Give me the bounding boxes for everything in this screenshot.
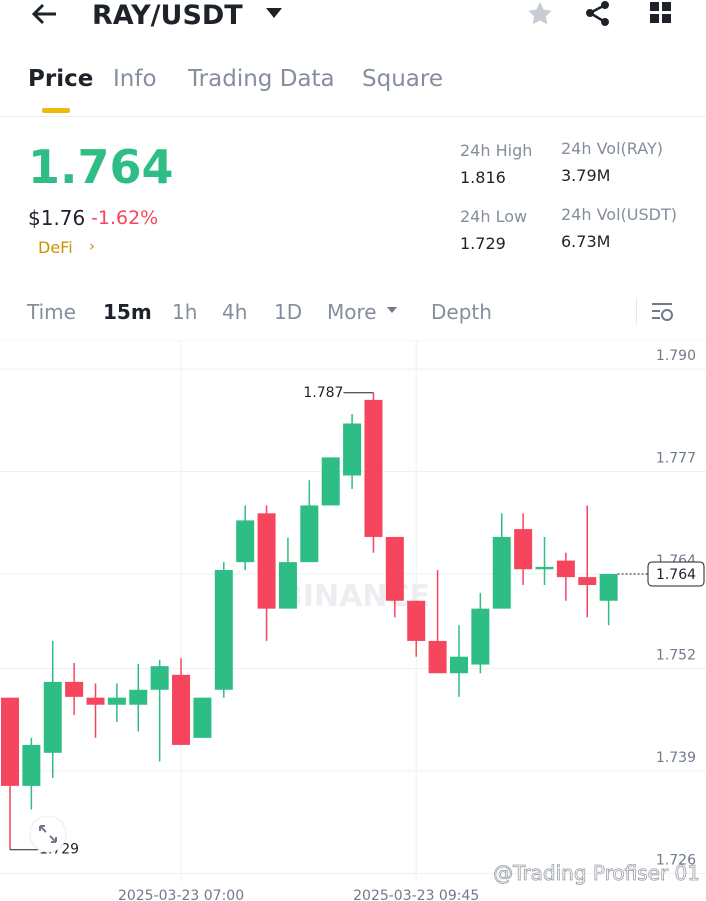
tab[interactable]: Square <box>362 66 443 92</box>
sector-tag[interactable]: DeFi <box>38 238 73 257</box>
stat-label: 24h Vol(RAY) <box>561 139 663 158</box>
x-tick-label: 2025-03-23 07:00 <box>118 888 244 901</box>
candle-body <box>300 505 319 563</box>
y-tick-label: 1.790 <box>656 348 696 364</box>
interval[interactable]: 4h <box>222 300 248 324</box>
interval[interactable]: Depth <box>431 300 492 324</box>
candle-body <box>150 666 169 690</box>
candle-body <box>236 520 255 563</box>
price-change: -1.62% <box>91 207 159 229</box>
candle-body <box>364 399 383 537</box>
candle-body <box>214 570 233 690</box>
candle-body <box>343 423 362 476</box>
candle-body <box>65 681 84 697</box>
interval[interactable]: 1h <box>172 300 198 324</box>
candle-body <box>492 536 511 609</box>
y-tick-label: 1.726 <box>656 852 696 868</box>
stat-value: 1.816 <box>460 168 506 187</box>
interval[interactable]: 1D <box>274 300 303 324</box>
y-tick-label: 1.752 <box>656 648 696 664</box>
stat-value: 3.79M <box>561 166 611 185</box>
fullscreen-button[interactable] <box>28 814 68 854</box>
last-price-box <box>647 561 705 587</box>
last-price: 1.764 <box>28 140 174 194</box>
interval[interactable]: Time <box>27 300 76 324</box>
chart-settings[interactable] <box>650 300 676 322</box>
candle-body <box>193 697 212 738</box>
tab[interactable]: Price <box>28 66 94 92</box>
candle-body <box>86 697 105 705</box>
candle-body <box>107 697 126 705</box>
pair-dropdown[interactable] <box>264 6 284 20</box>
y-tick-label: 1.777 <box>656 451 696 467</box>
candle-body <box>321 457 340 506</box>
candle-body <box>599 573 618 601</box>
more-caret <box>387 307 397 313</box>
candle-body <box>428 640 447 674</box>
candle-body <box>129 689 148 705</box>
sector-arrow[interactable]: › <box>89 237 95 255</box>
watermark: BINANCE <box>280 579 430 614</box>
candle-body <box>43 681 62 753</box>
candle-body <box>22 744 41 786</box>
candle-body <box>449 656 468 674</box>
candle-body <box>278 562 297 609</box>
candle-body <box>556 560 575 578</box>
candle-body <box>535 566 554 570</box>
candle-body <box>514 529 533 570</box>
usd-price: $1.76 <box>28 206 86 230</box>
candle-body <box>407 600 426 641</box>
back-button[interactable] <box>30 2 60 26</box>
interval[interactable]: 15m <box>103 300 152 324</box>
divider <box>636 298 637 324</box>
divider <box>0 116 706 117</box>
y-tick-label: 1.739 <box>656 750 696 766</box>
tab-indicator <box>42 108 70 113</box>
candle-body <box>471 608 490 665</box>
menu-button[interactable] <box>648 0 674 26</box>
tab[interactable]: Trading Data <box>188 66 335 92</box>
interval[interactable]: More <box>327 300 377 324</box>
candlestick-chart: 1.790 1.777 1.764 1.752 1.739 1.726 BINANCE 202… <box>0 340 706 901</box>
share-button[interactable] <box>584 0 612 28</box>
candle-body <box>257 513 276 609</box>
stat-value: 1.729 <box>460 234 506 253</box>
candle-body <box>385 536 404 601</box>
tab[interactable]: Info <box>113 66 157 92</box>
stat-value: 6.73M <box>561 232 611 251</box>
stat-label: 24h Low <box>460 207 528 226</box>
favorite-button[interactable] <box>526 0 554 28</box>
pair-title[interactable]: RAY/USDT <box>92 0 243 31</box>
last-price-label: 1.764 <box>656 567 696 583</box>
x-tick-label: 2025-03-23 09:45 <box>353 888 479 901</box>
stat-label: 24h Vol(USDT) <box>561 205 677 224</box>
high-marker-label: 1.787 <box>303 385 343 401</box>
candle-body <box>578 577 597 586</box>
candle-body <box>172 674 191 745</box>
candle-body <box>1 697 19 786</box>
stat-label: 24h High <box>460 141 533 160</box>
credit: @Trading Profiser 01 <box>493 861 700 885</box>
